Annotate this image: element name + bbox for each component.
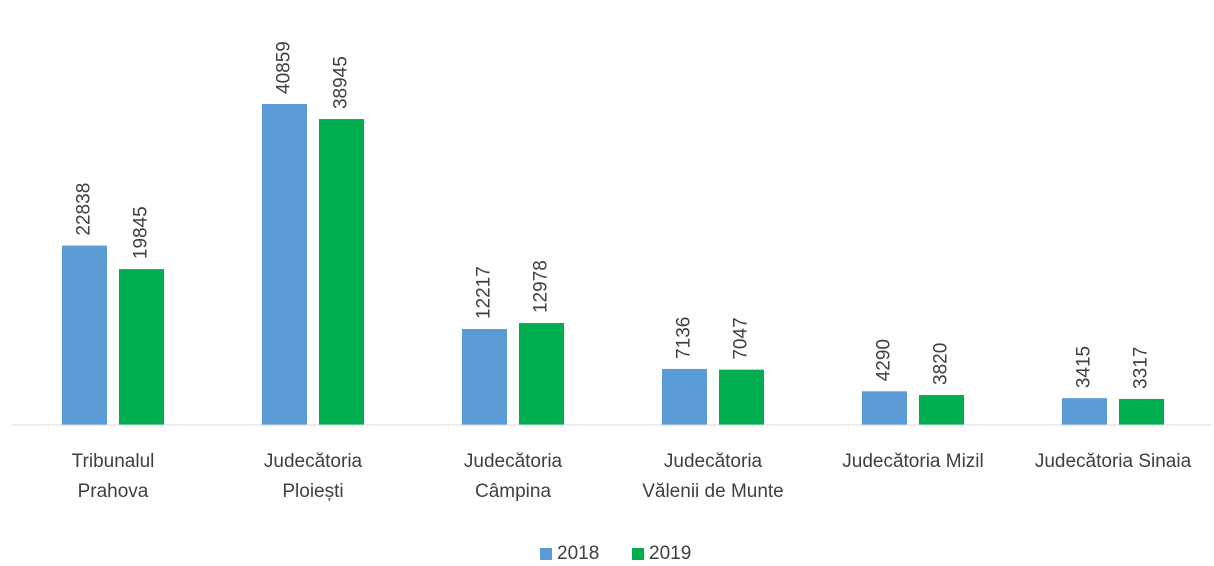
data-label: 3415: [1074, 346, 1095, 388]
x-tick-label: Judecătoria Sinaia: [1034, 451, 1192, 472]
data-label: 4290: [874, 339, 895, 381]
legend-swatch: [540, 548, 552, 560]
bar: [1119, 398, 1164, 425]
data-label: 12217: [474, 266, 495, 319]
bar: [319, 119, 364, 426]
bar: [62, 245, 107, 425]
data-label: 19845: [131, 206, 152, 259]
bar: [662, 368, 707, 425]
data-label: 38945: [331, 56, 352, 109]
legend-label: 2019: [649, 543, 691, 564]
data-label: 7136: [674, 317, 695, 359]
x-tick-label: Judecătoria Vălenii de Munte: [642, 451, 784, 502]
bar: [462, 329, 507, 425]
x-tick-label: Judecătoria Câmpina: [463, 451, 563, 502]
data-label: 40859: [274, 41, 295, 94]
bar: [519, 323, 564, 425]
legend-swatch: [632, 548, 644, 560]
bar: [719, 369, 764, 425]
bar: [919, 394, 964, 425]
legend-label: 2018: [557, 543, 599, 564]
bar: [262, 104, 307, 425]
bar: [862, 391, 907, 425]
x-tick-label: Judecătoria Mizil: [842, 451, 984, 472]
data-label: 22838: [74, 183, 95, 236]
bar: [1062, 398, 1107, 425]
data-label: 3820: [931, 343, 952, 385]
x-tick-label: Tribunalul Prahova: [71, 451, 155, 502]
bar: [119, 269, 164, 425]
data-label: 12978: [531, 260, 552, 313]
data-label: 7047: [731, 317, 752, 359]
x-tick-label: Judecătoria Ploiești: [263, 451, 363, 502]
data-label: 3317: [1131, 347, 1152, 389]
